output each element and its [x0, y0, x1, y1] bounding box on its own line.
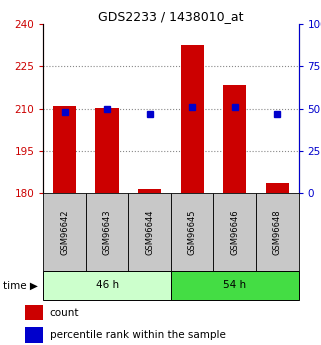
Bar [265, 183, 289, 193]
Text: time ▶: time ▶ [3, 280, 38, 290]
Text: 54 h: 54 h [223, 280, 246, 290]
Text: 46 h: 46 h [96, 280, 119, 290]
Text: GSM96646: GSM96646 [230, 209, 239, 255]
Bar [171, 271, 299, 300]
Text: percentile rank within the sample: percentile rank within the sample [49, 330, 225, 340]
Bar [171, 193, 213, 271]
Text: count: count [49, 308, 79, 318]
Bar [25, 327, 43, 343]
Bar [53, 106, 76, 193]
Bar [43, 271, 171, 300]
Title: GDS2233 / 1438010_at: GDS2233 / 1438010_at [98, 10, 244, 23]
Bar [223, 85, 247, 193]
Text: GSM96645: GSM96645 [188, 209, 197, 255]
Text: GSM96644: GSM96644 [145, 209, 154, 255]
Bar [180, 45, 204, 193]
Bar [213, 193, 256, 271]
Bar [25, 305, 43, 320]
Bar [128, 193, 171, 271]
Bar [95, 108, 119, 193]
Bar [86, 193, 128, 271]
Text: GSM96648: GSM96648 [273, 209, 282, 255]
Bar [138, 189, 161, 193]
Text: GSM96642: GSM96642 [60, 209, 69, 255]
Bar [43, 193, 86, 271]
Text: GSM96643: GSM96643 [103, 209, 112, 255]
Bar [256, 193, 299, 271]
